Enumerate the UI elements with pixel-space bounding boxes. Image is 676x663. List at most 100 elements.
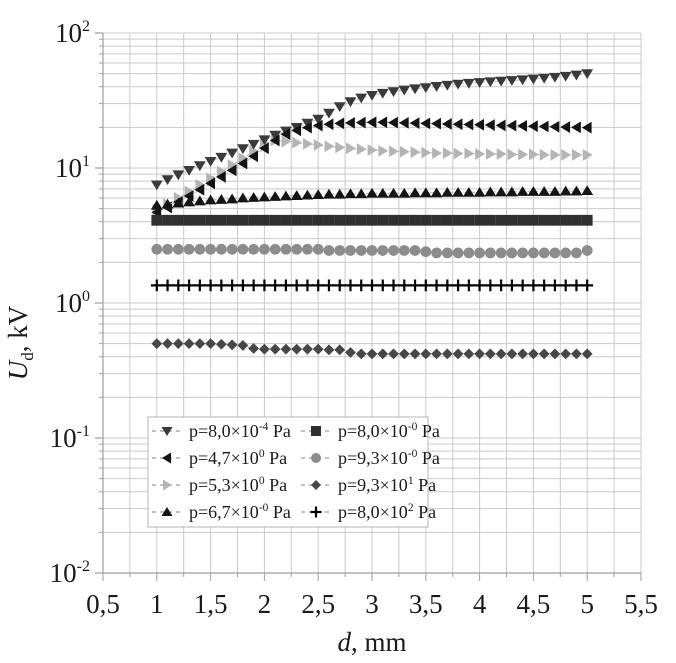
plus-marker-icon bbox=[516, 279, 529, 292]
triangle-up-marker-icon bbox=[333, 188, 346, 199]
triangle-right-marker-icon bbox=[227, 159, 238, 172]
square-marker-icon bbox=[420, 214, 432, 226]
plus-marker-icon bbox=[484, 279, 497, 292]
square-marker-icon bbox=[226, 214, 238, 226]
triangle-right-marker-icon bbox=[507, 148, 518, 161]
triangle-left-marker-icon bbox=[474, 118, 484, 131]
triangle-up-marker-icon bbox=[215, 194, 228, 204]
triangle-left-marker-icon bbox=[398, 116, 409, 129]
diamond-marker-icon bbox=[366, 348, 378, 360]
square-marker-icon bbox=[431, 214, 442, 226]
triangle-right-marker-icon bbox=[378, 144, 389, 157]
diamond-marker-icon bbox=[355, 348, 367, 360]
diamond-marker-icon bbox=[172, 338, 184, 350]
triangle-right-marker-icon bbox=[356, 143, 367, 156]
triangle-down-marker-icon bbox=[226, 148, 239, 159]
triangle-down-marker-icon bbox=[161, 175, 174, 186]
triangle-right-marker-icon bbox=[453, 147, 464, 160]
circle-marker-icon bbox=[549, 247, 561, 259]
y-tick-label: 100 bbox=[55, 288, 90, 318]
triangle-down-marker-icon bbox=[441, 80, 454, 91]
triangle-up-marker-icon bbox=[355, 188, 368, 199]
triangle-right-marker-icon bbox=[529, 148, 539, 161]
x-tick-label: 2,5 bbox=[301, 589, 335, 619]
series-triangle-down bbox=[150, 69, 594, 191]
x-tick-label: 4,5 bbox=[517, 589, 551, 619]
triangle-left-marker-icon bbox=[409, 117, 420, 130]
triangle-right-marker-icon bbox=[324, 140, 335, 153]
triangle-up-marker-icon bbox=[183, 196, 195, 207]
triangle-up-marker-icon bbox=[495, 186, 508, 197]
diamond-marker-icon bbox=[420, 348, 432, 360]
plus-marker-icon bbox=[193, 279, 206, 292]
triangle-right-marker-icon bbox=[313, 139, 324, 151]
triangle-left-marker-icon bbox=[312, 119, 323, 132]
legend-label: p=8,0×10-0 Pa bbox=[338, 421, 440, 441]
legend-item: p=8,0×102 Pa bbox=[301, 502, 436, 522]
diamond-marker-icon bbox=[237, 340, 249, 351]
triangle-right-marker-icon bbox=[163, 479, 172, 491]
square-marker-icon bbox=[248, 214, 260, 226]
triangle-down-marker-icon bbox=[409, 84, 421, 95]
triangle-right-marker-icon bbox=[464, 147, 475, 160]
diamond-marker-icon bbox=[226, 339, 238, 351]
triangle-right-marker-icon bbox=[496, 148, 507, 160]
square-marker-icon bbox=[280, 214, 292, 226]
series-connector-line bbox=[156, 190, 588, 206]
triangle-down-marker-icon bbox=[387, 87, 400, 98]
circle-marker-icon bbox=[366, 245, 378, 256]
square-marker-icon bbox=[495, 214, 507, 226]
y-axis-title: Ud, kV bbox=[3, 305, 37, 380]
diamond-marker-icon bbox=[291, 343, 303, 355]
triangle-up-marker-icon bbox=[559, 185, 572, 196]
diamond-marker-icon bbox=[560, 348, 572, 360]
square-marker-icon bbox=[549, 214, 561, 226]
triangle-up-marker-icon bbox=[409, 187, 421, 198]
triangle-right-marker-icon bbox=[561, 149, 572, 161]
diamond-marker-icon bbox=[194, 338, 206, 350]
square-marker-icon bbox=[409, 214, 421, 226]
y-tick-label: 10-2 bbox=[50, 558, 90, 588]
legend-label: p=6,7×10-0 Pa bbox=[189, 502, 291, 522]
circle-marker-icon bbox=[215, 243, 227, 255]
triangle-right-marker-icon bbox=[432, 147, 442, 159]
triangle-left-marker-icon bbox=[420, 117, 431, 130]
plus-marker-icon bbox=[161, 279, 174, 292]
plus-marker-icon bbox=[538, 279, 551, 292]
triangle-up-marker-icon bbox=[344, 188, 357, 199]
triangle-down-marker-icon bbox=[204, 156, 217, 167]
circle-marker-icon bbox=[172, 243, 184, 255]
diamond-marker-icon bbox=[312, 343, 324, 355]
triangle-right-marker-icon bbox=[572, 149, 582, 161]
x-axis-tick-labels: 0,5 1 1,5 2 2,5 3 3,5 4 4,5 5 5,5 bbox=[86, 589, 658, 619]
triangle-left-marker-icon bbox=[259, 142, 269, 155]
plus-marker-icon bbox=[473, 279, 486, 292]
triangle-down-marker-icon bbox=[549, 72, 561, 83]
data-series bbox=[150, 69, 594, 360]
triangle-down-marker-icon bbox=[559, 71, 572, 82]
triangle-up-marker-icon bbox=[226, 193, 239, 204]
triangle-up-marker-icon bbox=[527, 186, 540, 196]
diamond-marker-icon bbox=[377, 348, 389, 360]
plus-marker-icon bbox=[258, 279, 271, 292]
triangle-down-marker-icon bbox=[150, 180, 163, 191]
triangle-up-marker-icon bbox=[258, 191, 271, 202]
triangle-left-marker-icon bbox=[560, 121, 571, 133]
triangle-down-marker-icon bbox=[366, 90, 378, 101]
triangle-left-marker-icon bbox=[431, 117, 441, 130]
triangle-left-marker-icon bbox=[388, 116, 398, 129]
triangle-right-marker-icon bbox=[475, 148, 485, 160]
triangle-left-marker-icon bbox=[291, 124, 302, 137]
diamond-marker-icon bbox=[323, 344, 335, 356]
diamond-marker-icon bbox=[334, 344, 346, 356]
plus-marker-icon bbox=[505, 279, 518, 292]
triangle-up-marker-icon bbox=[505, 186, 518, 197]
diamond-marker-icon bbox=[205, 338, 216, 350]
square-marker-icon bbox=[517, 214, 529, 226]
triangle-right-marker-icon bbox=[216, 165, 227, 178]
plus-marker-icon bbox=[280, 279, 292, 292]
diamond-marker-icon bbox=[441, 348, 453, 360]
square-marker-icon bbox=[172, 214, 184, 226]
triangle-up-marker-icon bbox=[269, 191, 282, 201]
